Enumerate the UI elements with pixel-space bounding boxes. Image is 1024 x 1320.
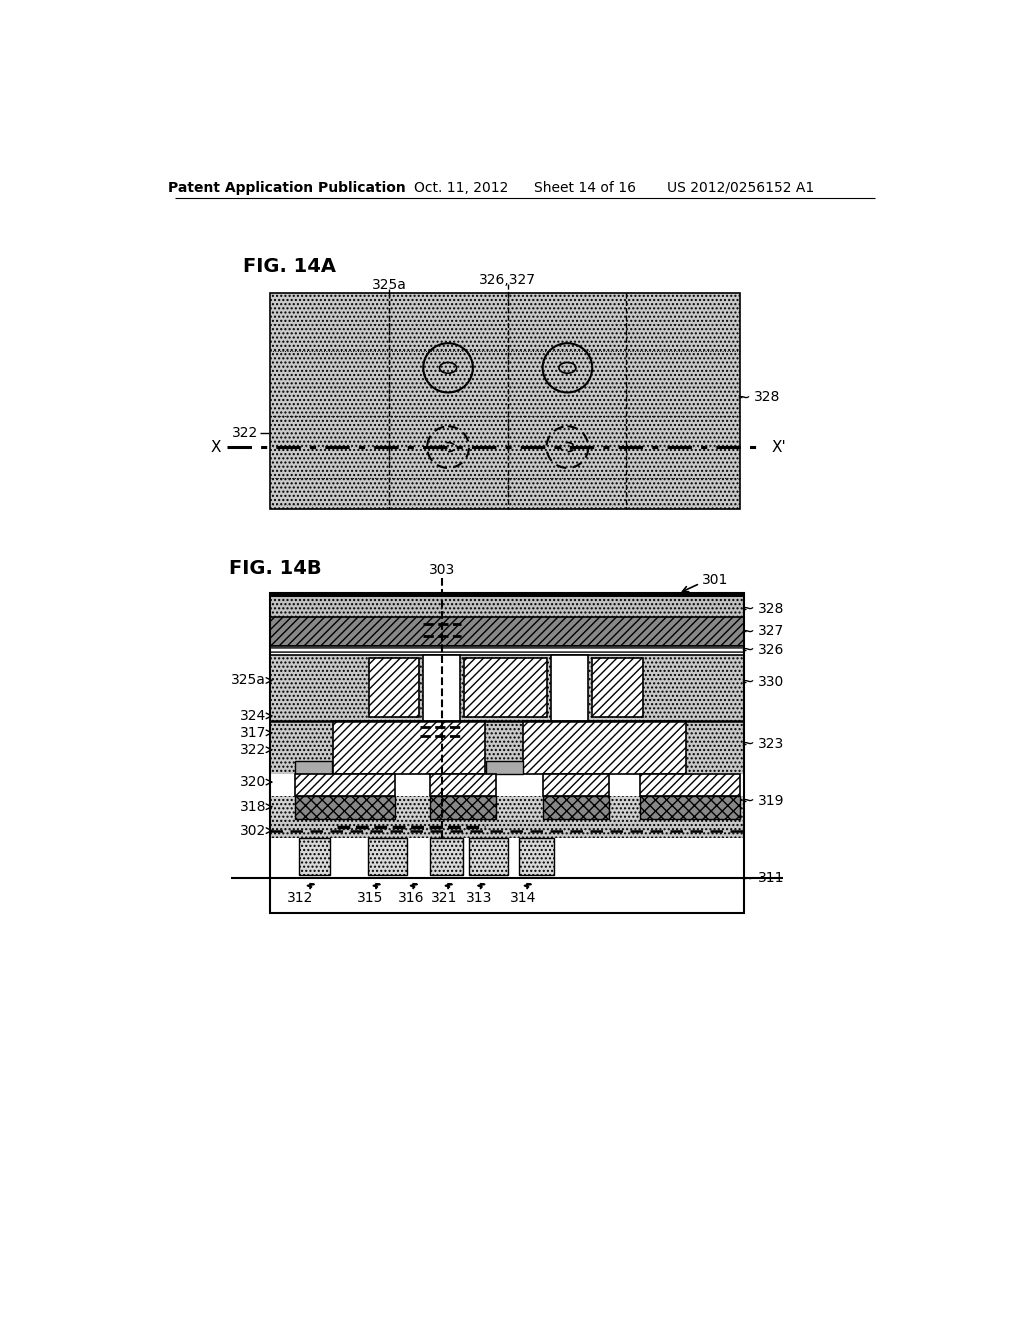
Bar [299,837,330,874]
Bar [295,760,332,775]
Text: ~: ~ [740,640,755,659]
Text: ~: ~ [740,599,755,618]
Text: 328: 328 [755,391,780,404]
Bar [430,775,496,796]
Bar [640,775,740,796]
Bar [270,655,744,721]
Bar [295,775,395,796]
Bar [592,659,643,718]
Text: FIG. 14B: FIG. 14B [228,560,322,578]
Text: 301: 301 [701,573,728,587]
Text: X': X' [771,440,786,454]
Bar [469,837,508,874]
Bar [486,760,523,775]
Text: FIG. 14A: FIG. 14A [243,256,336,276]
Text: 303: 303 [429,564,455,577]
Bar [543,775,608,796]
Text: ~: ~ [740,622,755,640]
Bar [518,837,554,874]
Text: 326: 326 [758,643,784,656]
Text: 321: 321 [431,891,458,904]
Text: 320: 320 [240,775,266,789]
Bar [523,721,686,775]
Text: 316: 316 [397,891,424,904]
Bar [270,796,744,818]
Text: 315: 315 [356,891,383,904]
Bar [543,796,608,818]
Text: ~: ~ [740,735,755,752]
Bar [295,796,395,818]
Text: 325a: 325a [231,673,266,688]
Text: 330: 330 [758,675,784,689]
Bar [270,293,740,508]
Text: ~: ~ [740,673,755,690]
Text: ~: ~ [736,388,751,407]
Text: US 2012/0256152 A1: US 2012/0256152 A1 [667,181,814,194]
Text: ~: ~ [740,870,755,887]
Bar [270,597,744,616]
Bar [430,796,496,818]
Text: 323: 323 [758,737,784,751]
Text: 326,327: 326,327 [479,273,537,286]
Bar [369,659,420,718]
Text: 302: 302 [240,824,266,838]
Text: 313: 313 [466,891,493,904]
Text: 322: 322 [240,743,266,756]
Text: Oct. 11, 2012: Oct. 11, 2012 [414,181,509,194]
Text: 318: 318 [240,800,266,813]
Text: 322: 322 [232,425,258,440]
Bar [270,818,744,838]
Bar [270,616,744,645]
Bar [551,655,589,721]
Text: 327: 327 [758,624,784,638]
Bar [640,796,740,818]
Text: Sheet 14 of 16: Sheet 14 of 16 [535,181,636,194]
Text: X: X [211,440,221,454]
Text: 312: 312 [287,891,313,904]
Bar [369,837,407,874]
Text: 324: 324 [240,709,266,723]
Text: 317: 317 [240,726,266,739]
Text: 325a: 325a [372,279,407,293]
Bar [270,721,744,775]
Bar [270,594,744,597]
Bar [464,659,547,718]
Text: ~: ~ [740,792,755,809]
Text: 311: 311 [758,871,784,886]
Bar [334,721,484,775]
Bar [423,655,461,721]
Text: 328: 328 [758,602,784,616]
Text: Patent Application Publication: Patent Application Publication [168,181,406,194]
Text: 314: 314 [510,891,537,904]
Bar [430,837,463,874]
Bar [270,594,744,913]
Text: 319: 319 [758,793,784,808]
Bar [270,645,744,655]
